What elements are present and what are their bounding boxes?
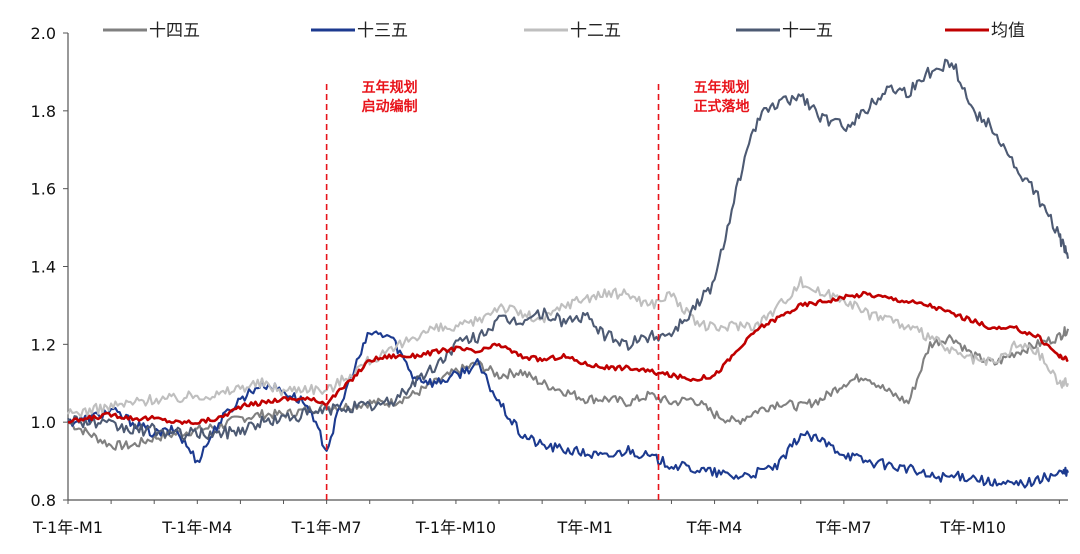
x-tick-label: T-1年-M7 <box>291 518 362 537</box>
y-tick-label: 1.0 <box>31 413 56 432</box>
series-line-4 <box>67 58 1070 441</box>
annotation-label: 启动编制 <box>362 98 418 115</box>
series-layer <box>67 58 1070 489</box>
legend: 十四五 十三五 十二五 十一五 均值 <box>103 21 1025 41</box>
legend-label: 均值 <box>991 21 1025 41</box>
legend-label: 十三五 <box>357 21 408 41</box>
y-tick-label: 1.4 <box>31 258 56 277</box>
x-tick-label: T-1年-M1 <box>32 518 103 537</box>
y-tick-label: 2.0 <box>31 24 56 43</box>
legend-label: 十四五 <box>149 21 200 41</box>
y-tick-label: 1.8 <box>31 102 56 121</box>
series-line-5 <box>67 290 1069 426</box>
series-line-3 <box>67 276 1069 418</box>
y-tick-label: 1.6 <box>31 180 56 199</box>
x-tick-label: T年-M10 <box>939 518 1006 537</box>
y-tick-label: 1.2 <box>31 335 56 354</box>
y-axis-ticks: 0.8 1.0 1.2 1.4 1.6 1.8 2.0 <box>31 24 68 510</box>
legend-label: 十二五 <box>570 21 621 41</box>
annotation-label: 正式落地 <box>694 98 750 115</box>
x-tick-label: T-1年-M4 <box>161 518 232 537</box>
legend-label: 十一五 <box>782 21 833 41</box>
series-line-2 <box>67 330 1069 489</box>
series-line-1 <box>67 326 1070 451</box>
annotation-label: 五年规划 <box>694 79 750 96</box>
x-tick-label: T-1年-M10 <box>415 518 496 537</box>
x-tick-label: T年-M4 <box>686 518 743 537</box>
annotation-label: 五年规划 <box>362 79 418 96</box>
x-tick-label: T年-M7 <box>815 518 872 537</box>
x-tick-label: T年-M1 <box>556 518 613 537</box>
y-tick-label: 0.8 <box>31 491 56 510</box>
x-axis-ticks: T-1年-M1 T-1年-M4 T-1年-M7 T-1年-M10 T年-M1 T年-M4 T… <box>32 500 1060 537</box>
